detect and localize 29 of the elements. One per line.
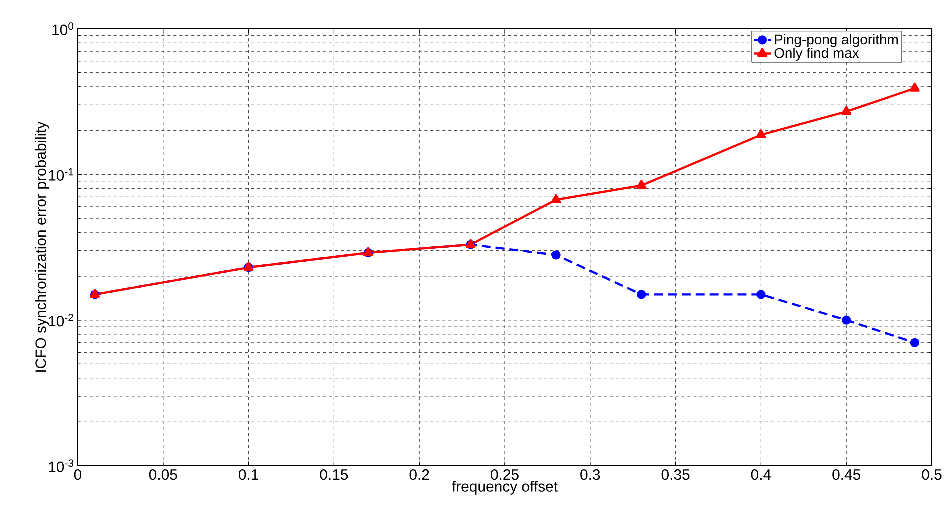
- point: [910, 82, 920, 92]
- x-tick-label: 0.45: [832, 470, 861, 480]
- y-axis-title: ICFO synchronization error probability: [35, 122, 50, 372]
- legend-label: Only find max: [774, 48, 860, 61]
- point: [551, 194, 562, 204]
- point: [756, 290, 766, 300]
- x-tick-label: 0.25: [491, 470, 519, 480]
- x-tick-label: 0.35: [662, 470, 690, 480]
- x-axis-title: frequency offset: [452, 480, 558, 495]
- point: [637, 290, 646, 300]
- point: [842, 106, 852, 116]
- y-tick-label: 10$^{0}$: [52, 22, 74, 36]
- x-tick-label: 0.3: [580, 470, 600, 480]
- y-tick-label: 10$^{-1}$: [49, 168, 74, 181]
- point: [756, 129, 766, 138]
- x-tick-label: 0.5: [922, 470, 942, 480]
- legend-label: Ping-pong algorithm: [775, 34, 898, 48]
- y-tick-label: 10$^{-2}$: [49, 314, 74, 327]
- x-tick-label: 0.15: [320, 470, 348, 480]
- x-tick-label: 0.1: [238, 470, 258, 480]
- x-tick-label: 0: [74, 470, 82, 480]
- point: [842, 316, 852, 325]
- x-tick-label: 0.4: [751, 470, 772, 480]
- point: [552, 250, 561, 260]
- point: [636, 180, 647, 190]
- point: [910, 338, 920, 348]
- x-tick-label: 0.2: [410, 470, 430, 480]
- x-tick-label: 0.05: [149, 470, 178, 480]
- y-tick-label: 10$^{-3}$: [49, 460, 74, 472]
